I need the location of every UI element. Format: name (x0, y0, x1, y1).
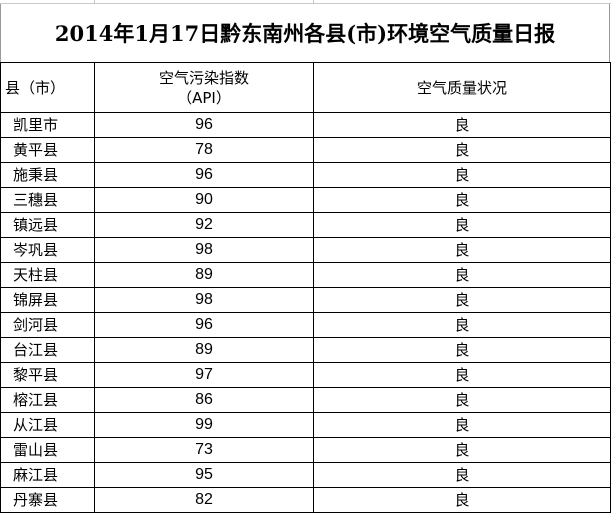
header-row: 县（市） 空气污染指数 （API） 空气质量状况 (0, 62, 611, 113)
status-cell[interactable]: 良 (313, 237, 611, 263)
api-cell[interactable]: 90 (94, 187, 314, 213)
status-cell[interactable]: 良 (313, 462, 611, 488)
table-row: 凯里市 96 良 (0, 112, 611, 138)
table-row: 三穗县 90 良 (0, 187, 611, 213)
api-cell[interactable]: 82 (94, 487, 314, 513)
status-cell[interactable]: 良 (313, 262, 611, 288)
county-cell[interactable]: 施秉县 (0, 162, 95, 188)
county-cell[interactable]: 雷山县 (0, 437, 95, 463)
status-cell[interactable]: 良 (313, 187, 611, 213)
county-cell[interactable]: 剑河县 (0, 312, 95, 338)
status-cell[interactable]: 良 (313, 337, 611, 363)
table-row: 施秉县 96 良 (0, 162, 611, 188)
api-cell[interactable]: 95 (94, 462, 314, 488)
table-row: 锦屏县 98 良 (0, 287, 611, 313)
county-cell[interactable]: 锦屏县 (0, 287, 95, 313)
table-row: 从江县 99 良 (0, 412, 611, 438)
table-row: 雷山县 73 良 (0, 437, 611, 463)
county-cell[interactable]: 麻江县 (0, 462, 95, 488)
api-cell[interactable]: 89 (94, 337, 314, 363)
status-cell[interactable]: 良 (313, 312, 611, 338)
status-cell[interactable]: 良 (313, 487, 611, 513)
county-cell[interactable]: 黎平县 (0, 362, 95, 388)
status-cell[interactable]: 良 (313, 212, 611, 238)
table-row: 丹寨县 82 良 (0, 487, 611, 513)
county-cell[interactable]: 天柱县 (0, 262, 95, 288)
county-cell[interactable]: 镇远县 (0, 212, 95, 238)
status-cell[interactable]: 良 (313, 362, 611, 388)
status-cell[interactable]: 良 (313, 387, 611, 413)
status-cell[interactable]: 良 (313, 112, 611, 138)
county-cell[interactable]: 从江县 (0, 412, 95, 438)
county-cell[interactable]: 黄平县 (0, 137, 95, 163)
county-cell[interactable]: 凯里市 (0, 112, 95, 138)
api-cell[interactable]: 92 (94, 212, 314, 238)
header-county[interactable]: 县（市） (0, 62, 95, 113)
table-row: 剑河县 96 良 (0, 312, 611, 338)
status-cell[interactable]: 良 (313, 137, 611, 163)
api-cell[interactable]: 86 (94, 387, 314, 413)
sheet-gridline (0, 0, 611, 4)
status-cell[interactable]: 良 (313, 162, 611, 188)
table-row: 榕江县 86 良 (0, 387, 611, 413)
api-cell[interactable]: 99 (94, 412, 314, 438)
county-cell[interactable]: 台江县 (0, 337, 95, 363)
table-row: 岑巩县 98 良 (0, 237, 611, 263)
api-cell[interactable]: 96 (94, 312, 314, 338)
status-cell[interactable]: 良 (313, 287, 611, 313)
table-row: 镇远县 92 良 (0, 212, 611, 238)
status-cell[interactable]: 良 (313, 437, 611, 463)
report-title: 2014年1月17日黔东南州各县(市)环境空气质量日报 (0, 4, 610, 62)
api-cell[interactable]: 96 (94, 162, 314, 188)
api-cell[interactable]: 98 (94, 237, 314, 263)
county-cell[interactable]: 丹寨县 (0, 487, 95, 513)
table-row: 天柱县 89 良 (0, 262, 611, 288)
header-api-line1: 空气污染指数 (158, 68, 249, 87)
api-cell[interactable]: 73 (94, 437, 314, 463)
status-cell[interactable]: 良 (313, 412, 611, 438)
api-cell[interactable]: 97 (94, 362, 314, 388)
api-cell[interactable]: 78 (94, 137, 314, 163)
header-api[interactable]: 空气污染指数 （API） (94, 62, 314, 113)
county-cell[interactable]: 岑巩县 (0, 237, 95, 263)
table-row: 台江县 89 良 (0, 337, 611, 363)
table-row: 麻江县 95 良 (0, 462, 611, 488)
api-cell[interactable]: 89 (94, 262, 314, 288)
table-row: 黄平县 78 良 (0, 137, 611, 163)
header-status[interactable]: 空气质量状况 (313, 62, 611, 113)
api-cell[interactable]: 96 (94, 112, 314, 138)
air-quality-table: 县（市） 空气污染指数 （API） 空气质量状况 凯里市 96 良黄平县 78 良施秉县… (0, 62, 611, 513)
api-cell[interactable]: 98 (94, 287, 314, 313)
table-row: 黎平县 97 良 (0, 362, 611, 388)
county-cell[interactable]: 榕江县 (0, 387, 95, 413)
header-api-line2: （API） (177, 88, 231, 107)
county-cell[interactable]: 三穗县 (0, 187, 95, 213)
